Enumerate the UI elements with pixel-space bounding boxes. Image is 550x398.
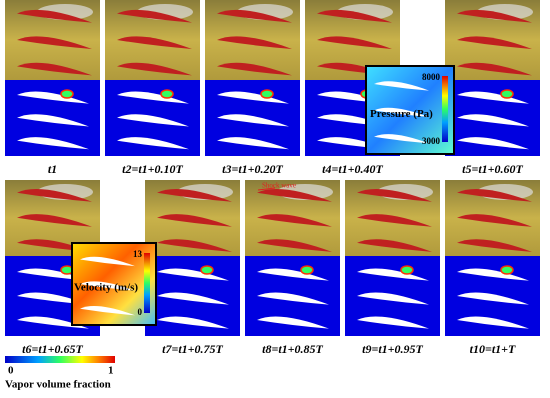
- vapor-region: [60, 89, 74, 99]
- time-label: t5=t1+0.60T: [462, 162, 523, 176]
- time-label: t1: [48, 162, 57, 176]
- blade: [457, 214, 532, 227]
- vapor-region: [160, 89, 174, 99]
- foil: [217, 114, 289, 127]
- blade: [157, 239, 232, 252]
- blade: [217, 62, 292, 76]
- foil: [357, 316, 429, 329]
- blade: [17, 62, 92, 76]
- blade: [257, 214, 332, 227]
- time-label: t3=t1+0.20T: [222, 162, 283, 176]
- foil: [457, 268, 529, 281]
- blade: [217, 9, 292, 23]
- foil: [357, 268, 429, 281]
- foil: [374, 81, 429, 91]
- time-label: t8=t1+0.85T: [262, 342, 323, 356]
- foil: [157, 316, 229, 329]
- time-label: t2=t1+0.10T: [122, 162, 183, 176]
- foil: [257, 292, 329, 305]
- blade: [17, 9, 92, 23]
- colorbar: [5, 356, 115, 363]
- blade: [257, 189, 332, 202]
- inset-min: 3000: [422, 136, 441, 146]
- foil: [457, 114, 529, 127]
- blade: [457, 36, 532, 49]
- colorbar-min: 0: [8, 365, 14, 377]
- blade: [117, 36, 192, 49]
- foil: [257, 316, 329, 329]
- blade: [117, 62, 192, 76]
- blade: [317, 9, 392, 23]
- foil: [457, 292, 529, 305]
- vapor-region: [200, 265, 214, 275]
- foil: [117, 137, 189, 150]
- blade: [157, 214, 232, 227]
- foil: [457, 91, 529, 104]
- blade: [457, 62, 532, 76]
- time-label: t9=t1+0.95T: [362, 342, 423, 356]
- colorbar-max: 1: [108, 365, 114, 377]
- vapor-region: [260, 89, 274, 99]
- foil: [374, 134, 429, 144]
- foil: [217, 137, 289, 150]
- inset-min: 0: [138, 307, 143, 317]
- time-label: t6=t1+0.65T: [22, 342, 83, 356]
- blade: [17, 36, 92, 49]
- blade: [457, 9, 532, 23]
- foil: [80, 306, 135, 316]
- arrow: [257, 187, 276, 191]
- annotation: Shock wave: [262, 182, 296, 190]
- vapor-region: [400, 265, 414, 275]
- blade: [17, 214, 92, 227]
- blade: [357, 189, 432, 202]
- foil: [457, 137, 529, 150]
- vapor-region: [300, 265, 314, 275]
- foil: [17, 91, 89, 104]
- foil: [17, 114, 89, 127]
- blade: [317, 36, 392, 49]
- inset-title: Velocity (m/s): [74, 282, 138, 294]
- blade: [357, 239, 432, 252]
- foil: [217, 91, 289, 104]
- blade: [17, 189, 92, 202]
- foil: [374, 107, 429, 117]
- foil: [157, 292, 229, 305]
- blade: [457, 189, 532, 202]
- foil: [17, 137, 89, 150]
- foil: [157, 268, 229, 281]
- colorbar: [442, 76, 448, 142]
- colorbar: [144, 253, 150, 313]
- inset-max: 13: [133, 249, 143, 259]
- blade: [357, 214, 432, 227]
- vapor-region: [500, 89, 514, 99]
- time-label: t10=t1+T: [470, 342, 516, 356]
- vapor-region: [500, 265, 514, 275]
- foil: [257, 268, 329, 281]
- foil: [80, 281, 135, 291]
- blade: [117, 9, 192, 23]
- colorbar-title: Vapor volume fraction: [5, 379, 111, 391]
- time-label: t7=t1+0.75T: [162, 342, 223, 356]
- inset-max: 8000: [422, 72, 441, 82]
- foil: [457, 316, 529, 329]
- inset-title: Pressure (Pa): [370, 108, 433, 120]
- blade: [257, 239, 332, 252]
- foil: [117, 114, 189, 127]
- foil: [80, 256, 135, 267]
- foil: [117, 91, 189, 104]
- time-label: t4=t1+0.40T: [322, 162, 383, 176]
- blade: [457, 239, 532, 252]
- foil: [357, 292, 429, 305]
- blade: [217, 36, 292, 49]
- blade: [157, 189, 232, 202]
